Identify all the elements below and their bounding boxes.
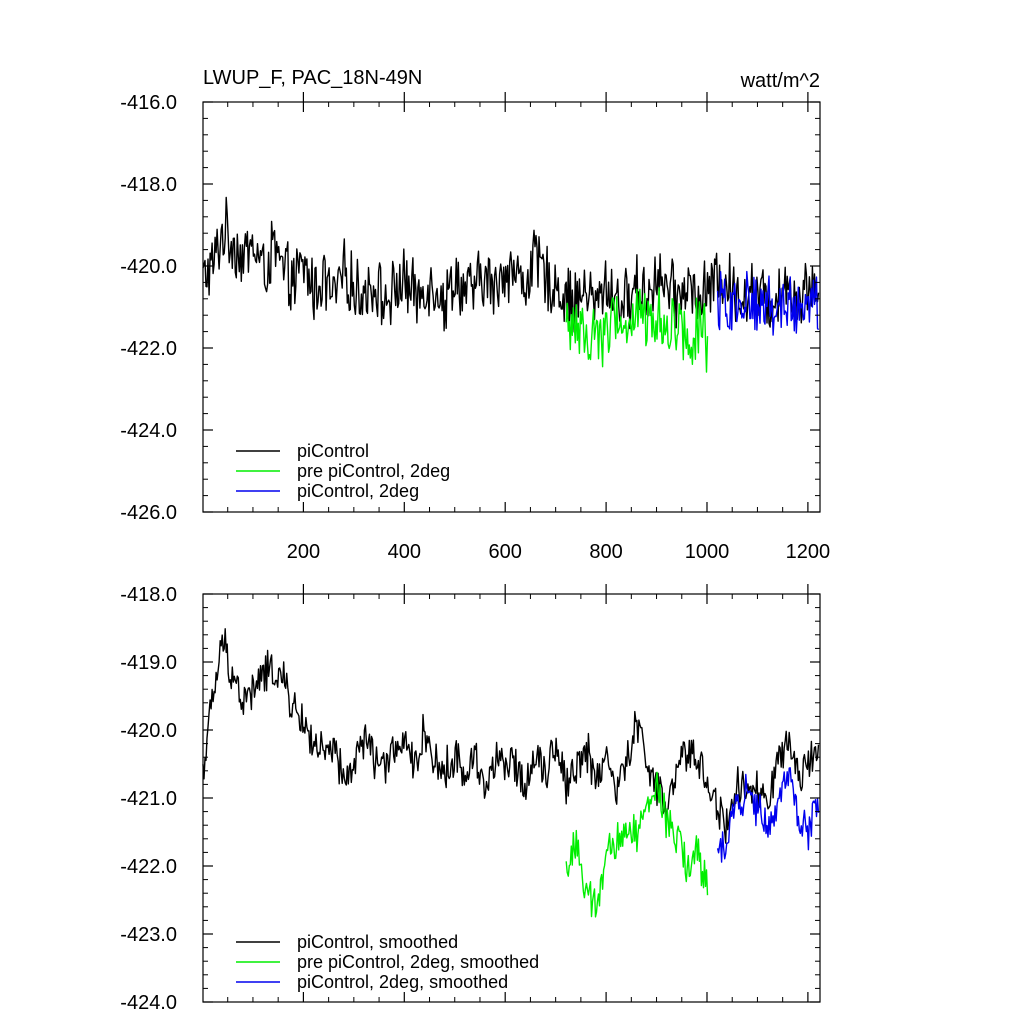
y-tick-label: -424.0	[120, 992, 177, 1014]
legend-label-picontrol-smoothed: piControl, smoothed	[297, 932, 458, 952]
panel-bottom: -424.0 -423.0 -422.0 -421.0 -420.0 -419.0 -418…	[120, 584, 821, 1014]
chart-title: LWUP_F, PAC_18N-49N	[203, 67, 422, 89]
units-label: watt/m^2	[740, 70, 820, 92]
plot-frame	[202, 101, 821, 513]
series-line-picontrol-2deg-smoothed	[716, 767, 820, 863]
x-tick-label: 1200	[786, 541, 831, 563]
series-line-pre-picontrol-2deg	[565, 287, 709, 373]
y-tick-label: -418.0	[120, 174, 177, 196]
y-tick-label: -419.0	[120, 652, 177, 674]
panel-top: -426.0 -424.0 -422.0 -420.0 -418.0 -416.0 200 4…	[120, 92, 830, 563]
y-tick-label: -420.0	[120, 256, 177, 278]
legend-label-pre-picontrol-2deg: pre piControl, 2deg	[297, 461, 450, 481]
series-line-picontrol	[202, 196, 820, 333]
y-tick-label: -416.0	[120, 92, 177, 114]
x-tick-label: 200	[287, 541, 320, 563]
legend-bottom: piControl, smoothed pre piControl, 2deg,…	[236, 932, 539, 992]
legend-label-picontrol: piControl	[297, 441, 369, 461]
legend-top: piControl pre piControl, 2deg piControl,…	[236, 441, 450, 501]
x-tick-label: 600	[489, 541, 522, 563]
y-tick-label: -422.0	[120, 338, 177, 360]
x-tick-label: 1000	[685, 541, 730, 563]
series-line-pre-picontrol-2deg-smoothed	[565, 771, 709, 918]
y-tick-label: -420.0	[120, 720, 177, 742]
y-tick-label: -423.0	[120, 924, 177, 946]
legend-label-pre-picontrol-2deg-smoothed: pre piControl, 2deg, smoothed	[297, 952, 539, 972]
series-line-picontrol-smoothed	[202, 628, 820, 844]
x-tick-label: 400	[388, 541, 421, 563]
y-tick-label: -426.0	[120, 502, 177, 524]
y-tick-label: -424.0	[120, 420, 177, 442]
y-tick-label: -422.0	[120, 856, 177, 878]
y-tick-label: -418.0	[120, 584, 177, 606]
series-line-picontrol-2deg	[716, 270, 820, 336]
legend-label-picontrol-2deg: piControl, 2deg	[297, 481, 419, 501]
legend-label-picontrol-2deg-smoothed: piControl, 2deg, smoothed	[297, 972, 508, 992]
y-tick-label: -421.0	[120, 788, 177, 810]
x-tick-label: 800	[589, 541, 622, 563]
